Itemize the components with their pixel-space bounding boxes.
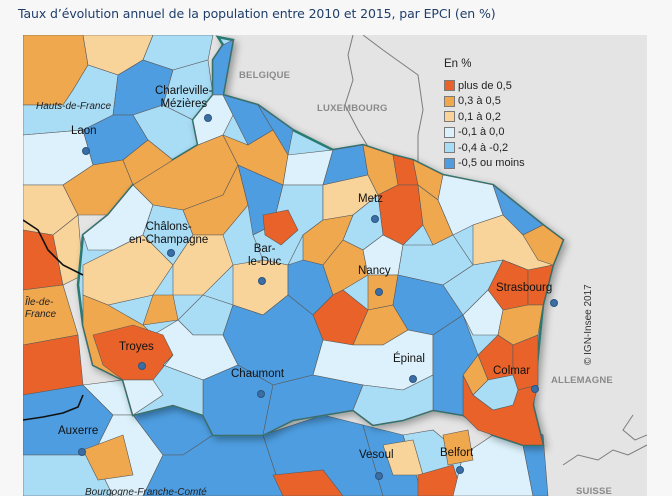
city-dot-chalons-en-champagne	[167, 249, 175, 257]
legend-item-moins-0-5-ou-moins: -0,5 ou moins	[444, 156, 525, 172]
country-label-luxembourg: LUXEMBOURG	[317, 103, 388, 114]
country-label-suisse: SUISSE	[576, 486, 613, 496]
map-canvas	[23, 35, 647, 496]
city-dot-colmar	[531, 385, 539, 393]
city-dot-auxerre	[78, 448, 86, 456]
legend-label: 0,1 à 0,2	[458, 110, 501, 123]
city-label-chaumont: Chaumont	[231, 368, 285, 380]
region-label-ile-de-france: Île-de- France	[25, 297, 57, 320]
legend-label: -0,4 à -0,2	[458, 141, 509, 154]
city-label-epinal: Épinal	[393, 353, 425, 365]
city-label-charleville-mezieres: Charleville- Mézières	[155, 85, 213, 110]
city-label-strasbourg: Strasbourg	[496, 282, 553, 294]
city-label-nancy: Nancy	[358, 265, 391, 277]
legend-item-moins-0-4-a-moins-0-2: -0,4 à -0,2	[444, 140, 525, 156]
region-label-bourgogne-franche-comte: Bourgogne-Franche-Comté	[85, 487, 207, 496]
legend-swatch	[444, 142, 455, 154]
legend-item-0-3-a-0-5: 0,3 à 0,5	[444, 94, 525, 110]
region-label-hauts-de-france: Hauts-de-France	[36, 101, 112, 112]
legend-swatch	[444, 80, 455, 92]
epci-polygons	[82, 39, 564, 446]
city-label-metz: Metz	[358, 193, 383, 205]
city-label-colmar: Colmar	[493, 365, 531, 377]
city-dot-strasbourg	[550, 299, 558, 307]
legend-item-0-1-a-0-2: 0,1 à 0,2	[444, 109, 525, 125]
legend-swatch	[444, 111, 455, 123]
legend-label: 0,3 à 0,5	[458, 95, 501, 108]
region-boundaries	[23, 219, 84, 421]
city-dot-epinal	[409, 375, 417, 383]
city-label-chalons-en-champagne: Châlons-en-Champagne	[129, 221, 209, 246]
legend-label: plus de 0,5	[458, 79, 512, 92]
city-label-troyes: Troyes	[119, 341, 154, 353]
city-dot-nancy	[375, 288, 383, 296]
city-label-laon: Laon	[71, 125, 97, 137]
city-label-vesoul: Vesoul	[359, 449, 394, 461]
legend-title: En %	[444, 58, 472, 70]
copyright-credit: © IGN-Insee 2017	[583, 284, 594, 365]
city-label-auxerre: Auxerre	[58, 425, 99, 437]
map-legend: En % plus de 0,5 0,3 à 0,5 0,1 à 0,2 -0,…	[444, 58, 525, 171]
city-dot-bar-le-duc	[258, 277, 266, 285]
legend-swatch	[444, 126, 455, 138]
city-dot-belfort	[456, 466, 464, 474]
outer-regions	[23, 35, 549, 496]
legend-label: -0,5 ou moins	[458, 157, 525, 170]
city-dot-charleville-mezieres	[204, 114, 212, 122]
country-label-belgique: BELGIQUE	[239, 70, 291, 81]
legend-label: -0,1 à 0,0	[458, 126, 505, 139]
legend-item-moins-0-1-a-0-0: -0,1 à 0,0	[444, 125, 525, 141]
city-dot-metz	[371, 215, 379, 223]
city-dot-vesoul	[375, 472, 383, 480]
map-title: Taux d’évolution annuel de la population…	[18, 6, 496, 21]
legend-item-plus-de-0-5: plus de 0,5	[444, 78, 525, 94]
legend-swatch	[444, 95, 455, 107]
city-dot-laon	[82, 147, 90, 155]
country-label-allemagne: ALLEMAGNE	[551, 375, 613, 386]
city-dot-troyes	[138, 362, 146, 370]
choropleth-map: BELGIQUE LUXEMBOURG ALLEMAGNE SUISSE Hau…	[23, 35, 647, 496]
city-label-belfort: Belfort	[440, 447, 474, 459]
city-label-bar-le-duc: Bar-le-Duc	[248, 243, 282, 268]
city-dot-chaumont	[257, 390, 265, 398]
legend-swatch	[444, 157, 455, 169]
